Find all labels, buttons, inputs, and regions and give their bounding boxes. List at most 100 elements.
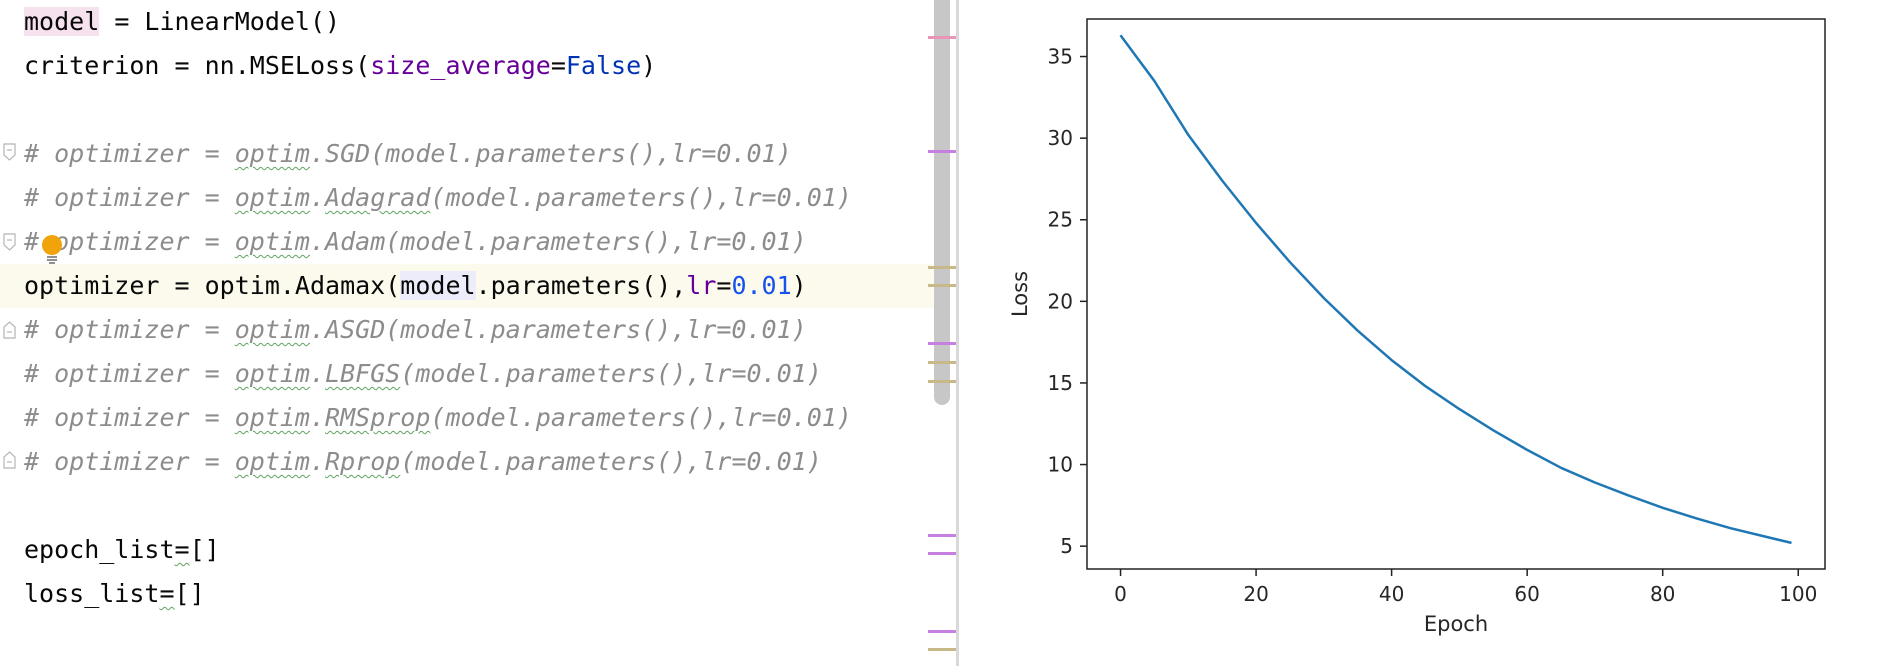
code-token: .SGD(model.parameters(),lr=0.01): [309, 139, 792, 168]
fold-marker-icon[interactable]: [3, 321, 16, 339]
code-token: optimizer = optim.Adamax(: [24, 271, 401, 300]
code-token: = LinearModel(): [99, 7, 341, 36]
code-line[interactable]: # optimizer = optim.RMSprop(model.parame…: [0, 396, 950, 440]
fold-marker-icon[interactable]: [3, 233, 16, 251]
code-token: (model.parameters(),lr=0.01): [430, 183, 852, 212]
code-token: =: [159, 579, 175, 608]
code-line[interactable]: # optimizer = optim.Rprop(model.paramete…: [0, 440, 950, 484]
fold-marker-icon[interactable]: [3, 451, 16, 469]
code-text: # optimizer = optim.Adagrad(model.parame…: [24, 176, 852, 220]
x-tick-label: 80: [1650, 582, 1675, 606]
vertical-scrollbar[interactable]: [934, 0, 950, 405]
code-token: loss_list: [24, 579, 160, 608]
code-line[interactable]: # optimizer = optim.Adagrad(model.parame…: [0, 176, 950, 220]
code-token: optim: [234, 183, 310, 212]
y-tick-label: 30: [1048, 126, 1073, 150]
code-token: optim: [234, 139, 310, 168]
code-editor[interactable]: model = LinearModel() criterion = nn.MSEL…: [0, 0, 958, 666]
x-tick-label: 40: [1379, 582, 1404, 606]
x-tick-label: 20: [1243, 582, 1268, 606]
code-token: =: [716, 271, 732, 300]
error-stripe-mark[interactable]: [928, 342, 956, 345]
code-token: optim: [234, 403, 310, 432]
code-token: .parameters(),: [475, 271, 687, 300]
code-text: criterion = nn.MSELoss(size_average=Fals…: [24, 44, 656, 88]
loss-series-line: [1119, 34, 1792, 545]
code-token: .: [309, 447, 326, 476]
y-tick-label: 25: [1048, 208, 1073, 232]
y-tick-label: 5: [1060, 534, 1073, 558]
code-token: size_average: [370, 51, 551, 80]
chart-series: [1119, 34, 1792, 545]
code-token: optim: [234, 447, 310, 476]
code-line[interactable]: [0, 484, 950, 528]
panel-divider[interactable]: [956, 0, 959, 666]
code-token: False: [565, 51, 642, 80]
code-line[interactable]: epoch_list=[]: [0, 528, 950, 572]
code-token: # optimizer =: [24, 227, 235, 256]
code-token: optim: [234, 315, 310, 344]
error-stripe-mark[interactable]: [928, 266, 956, 269]
code-token: []: [189, 535, 220, 564]
code-token: (model.parameters(),lr=0.01): [430, 403, 852, 432]
code-token: # optimizer =: [24, 359, 235, 388]
x-axis-label: Epoch: [1424, 612, 1488, 636]
code-token: .: [309, 359, 326, 388]
code-line[interactable]: loss_list=[]: [0, 572, 950, 616]
code-token: model: [24, 7, 100, 36]
code-token: Rprop: [325, 447, 401, 476]
code-text: # optimizer = optim.ASGD(model.parameter…: [24, 308, 807, 352]
code-token: .Adam(model.parameters(),lr=0.01): [309, 227, 807, 256]
code-token: ): [641, 51, 657, 80]
code-token: 0.01: [731, 271, 792, 300]
error-stripe-mark[interactable]: [928, 284, 956, 287]
code-line[interactable]: optimizer = optim.Adamax(model.parameter…: [0, 264, 950, 308]
plot-frame: [1086, 18, 1826, 570]
code-line[interactable]: # optimizer = optim.LBFGS(model.paramete…: [0, 352, 950, 396]
code-line[interactable]: criterion = nn.MSELoss(size_average=Fals…: [0, 44, 950, 88]
code-line[interactable]: # optimizer = optim.SGD(model.parameters…: [0, 132, 950, 176]
code-token: Adagrad: [325, 183, 431, 212]
code-text: loss_list=[]: [24, 572, 205, 616]
code-token: (model.parameters(),lr=0.01): [400, 447, 822, 476]
error-stripe-mark[interactable]: [928, 534, 956, 537]
code-line[interactable]: # optimizer = optim.Adam(model.parameter…: [0, 220, 950, 264]
code-token: # optimizer =: [24, 447, 235, 476]
code-line[interactable]: [0, 88, 950, 132]
code-token: optim: [234, 359, 310, 388]
y-tick-label: 10: [1048, 453, 1073, 477]
y-tick-label: 35: [1048, 45, 1073, 69]
code-line[interactable]: # optimizer = optim.ASGD(model.parameter…: [0, 308, 950, 352]
error-stripe-mark[interactable]: [928, 361, 956, 364]
code-text: # optimizer = optim.RMSprop(model.parame…: [24, 396, 852, 440]
code-token: =: [550, 51, 566, 80]
loss-chart: 0 20 40 60 80 100 5 10 15 20 25 30 35 Epoch Loss: [1008, 18, 1826, 636]
code-token: lr: [686, 271, 717, 300]
error-stripe-mark[interactable]: [928, 648, 956, 651]
code-token: model: [400, 271, 476, 300]
error-stripe-mark[interactable]: [928, 36, 956, 39]
plot-panel: 0 20 40 60 80 100 5 10 15 20 25 30 35 Epoch Loss: [960, 0, 1880, 666]
code-token: =: [174, 535, 190, 564]
code-token: LBFGS: [325, 359, 401, 388]
error-stripe-mark[interactable]: [928, 552, 956, 555]
code-token: optim: [234, 227, 310, 256]
error-stripe-mark[interactable]: [928, 630, 956, 633]
code-token: ): [791, 271, 807, 300]
code-text: # optimizer = optim.SGD(model.parameters…: [24, 132, 792, 176]
code-token: []: [174, 579, 205, 608]
code-text: model = LinearModel(): [24, 0, 340, 44]
code-text: # optimizer = optim.LBFGS(model.paramete…: [24, 352, 822, 396]
code-token: .ASGD(model.parameters(),lr=0.01): [309, 315, 807, 344]
x-tick-label: 100: [1779, 582, 1817, 606]
lightbulb-icon[interactable]: [41, 234, 63, 264]
x-tick-label: 0: [1114, 582, 1127, 606]
x-tick-label: 60: [1514, 582, 1539, 606]
error-stripe-mark[interactable]: [928, 380, 956, 383]
error-stripe-mark[interactable]: [928, 150, 956, 153]
fold-marker-icon[interactable]: [3, 143, 16, 161]
code-line[interactable]: model = LinearModel(): [0, 0, 950, 44]
code-token: epoch_list: [24, 535, 175, 564]
code-token: RMSprop: [325, 403, 431, 432]
y-tick-label: 20: [1048, 289, 1073, 313]
